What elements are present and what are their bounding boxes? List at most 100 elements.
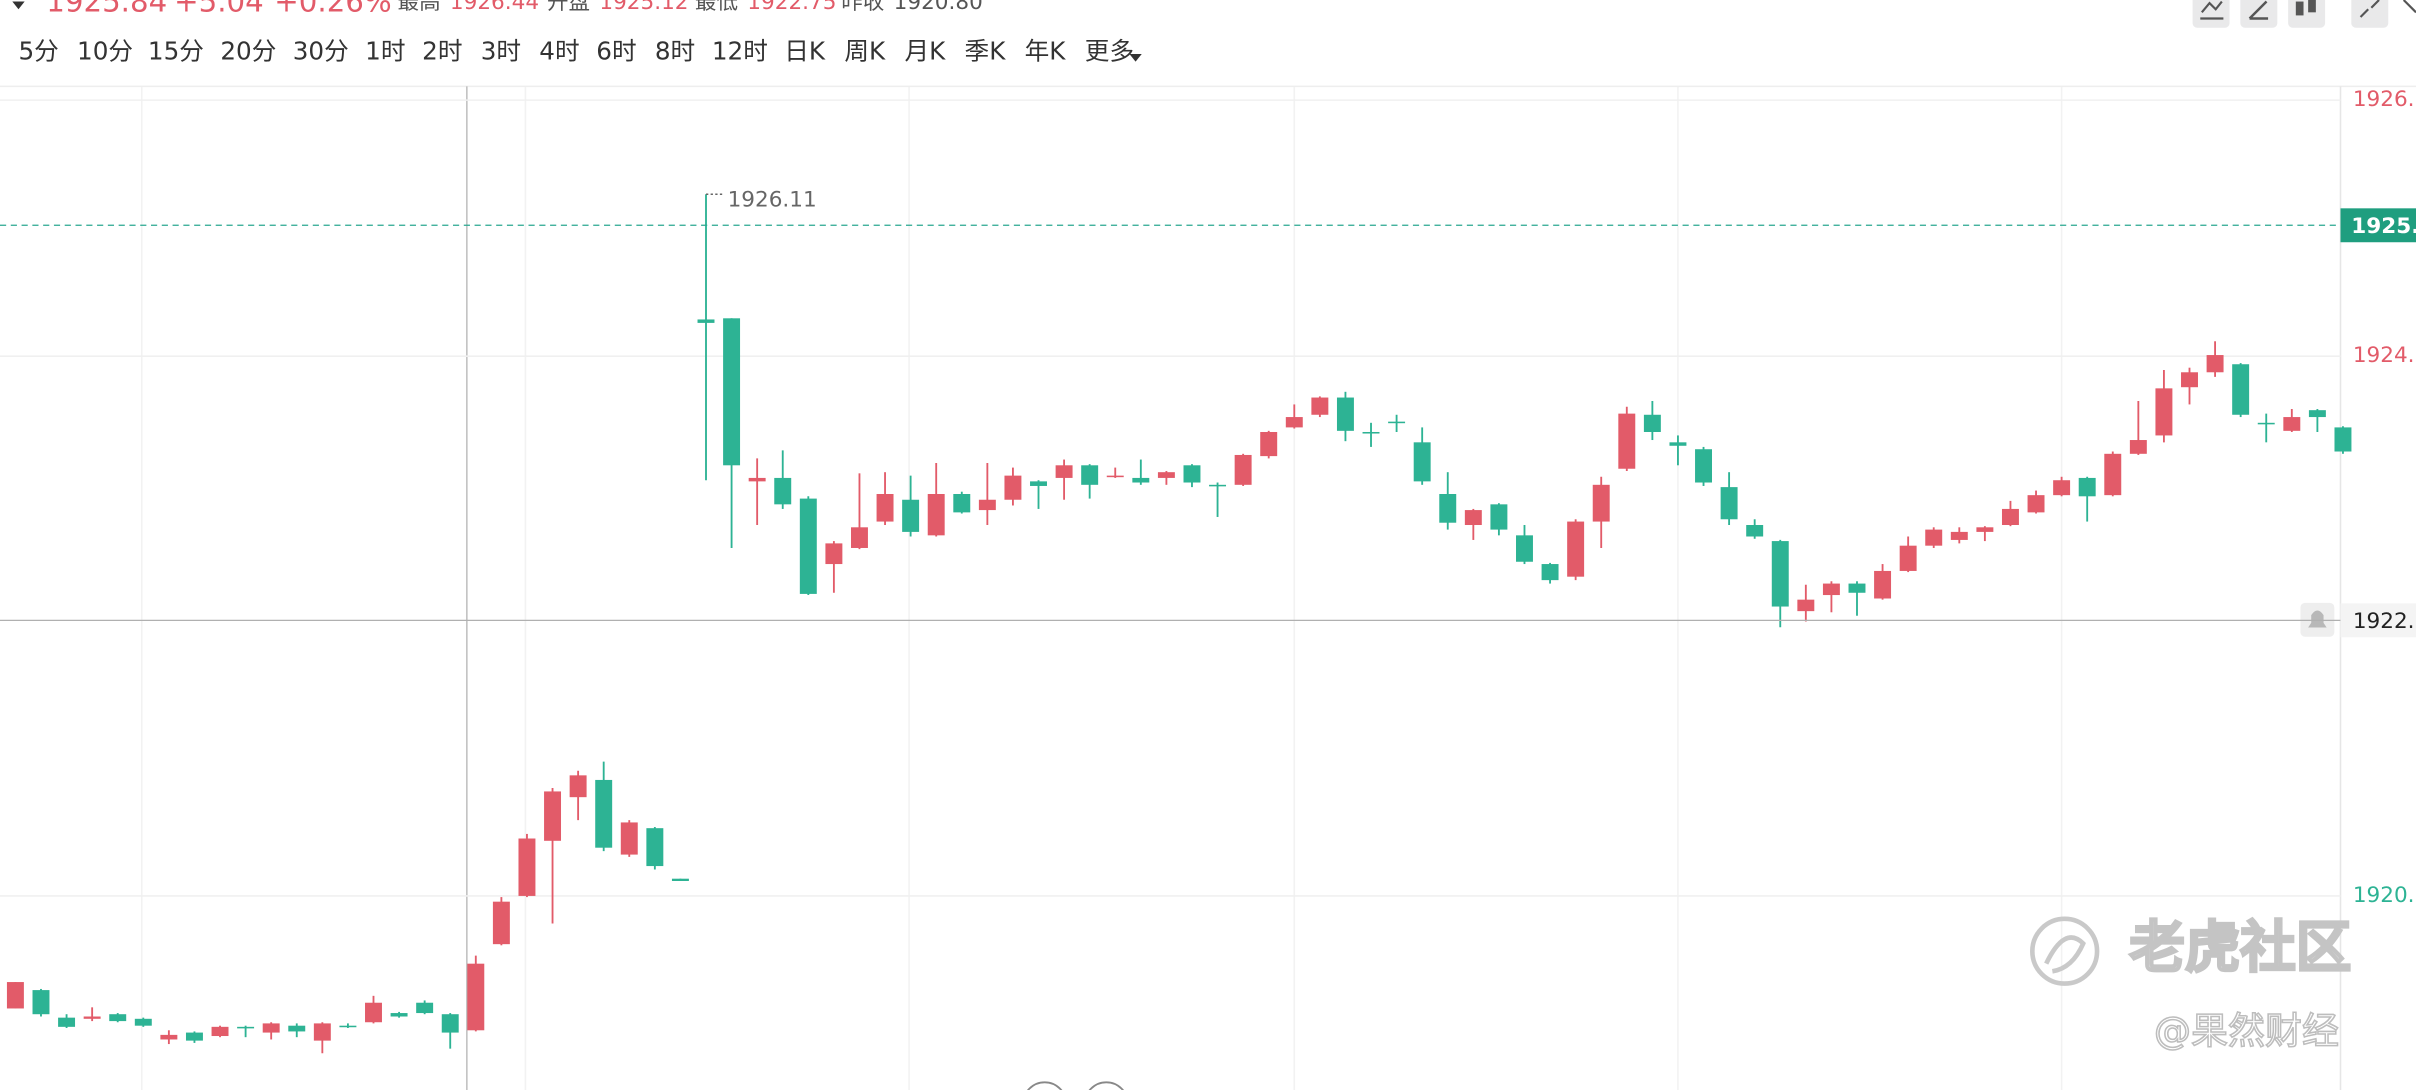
stat-label: 最高 [398, 0, 441, 15]
nav-button[interactable] [1023, 1081, 1066, 1090]
period-tab[interactable]: 周K [844, 36, 886, 65]
crosshair-tag [2340, 603, 2416, 638]
max-label: 1926.11 [728, 187, 817, 212]
candle-body [723, 318, 741, 466]
candle-body [799, 498, 817, 594]
candle-body [1746, 525, 1764, 537]
candle-body [58, 1017, 76, 1027]
candle-body [2104, 453, 2122, 496]
candle-body [2181, 372, 2198, 388]
period-tab[interactable]: 20分 [220, 36, 276, 65]
candle-body [1695, 449, 1713, 483]
period-tab[interactable]: 10分 [77, 36, 133, 65]
period-tab[interactable]: 8时 [655, 36, 695, 65]
period-tab[interactable]: 5分 [18, 36, 58, 65]
last-price-tag [2340, 208, 2416, 243]
candle-body [313, 1023, 331, 1041]
candle-body [1336, 397, 1354, 431]
icon-glyph [2295, 1, 2304, 16]
candle-body [1848, 583, 1866, 593]
stat-value: 1925.12 [599, 0, 688, 15]
candle-body [1157, 472, 1175, 478]
candle-body [1516, 535, 1533, 562]
candle-body [109, 1014, 127, 1022]
watermark-logo [2030, 916, 2100, 986]
candle-body [1771, 541, 1789, 607]
candle-body [902, 499, 920, 532]
candle-body [2232, 364, 2250, 415]
candle-body [1285, 417, 1303, 428]
candle-body [2053, 480, 2071, 496]
candle-body [927, 494, 945, 536]
icon-glyph [2248, 0, 2269, 20]
period-tab[interactable]: 4时 [539, 36, 579, 65]
dropdown-arrow[interactable] [12, 1, 25, 10]
icon-button[interactable] [2240, 0, 2278, 28]
candle-body [825, 543, 843, 565]
stat-value: 1926.44 [450, 0, 539, 15]
stat-label: 开盘 [547, 0, 590, 15]
candle-body [569, 775, 587, 798]
period-tab[interactable]: 15分 [148, 36, 204, 65]
period-tab[interactable]: 6时 [596, 36, 636, 65]
period-tab[interactable]: 30分 [293, 36, 349, 65]
candle-body [1183, 465, 1201, 483]
nav-button[interactable] [1085, 1081, 1128, 1090]
icon-glyph [2200, 0, 2224, 20]
candle-body [1490, 504, 1508, 530]
bell-glyph [2308, 610, 2327, 628]
period-tab[interactable]: 日K [784, 36, 826, 65]
candle-body [288, 1025, 306, 1032]
quote-change: +5.04 [174, 0, 264, 19]
candle-body [467, 963, 485, 1031]
logo-ring [2030, 916, 2100, 986]
candle-body [1464, 510, 1482, 526]
candle-body [1106, 475, 1124, 478]
quote-price: 1925.84 [46, 0, 167, 19]
candle-body [1439, 494, 1457, 523]
icon-button[interactable] [2288, 0, 2326, 28]
candle-body [697, 319, 715, 323]
candle-body [2129, 440, 2147, 454]
candle-body [646, 828, 664, 867]
candle-body [2078, 477, 2096, 497]
candle-body [1541, 564, 1559, 581]
period-tab[interactable]: 1时 [365, 36, 405, 65]
candle-body [2001, 508, 2019, 526]
period-tab[interactable]: 年K [1025, 36, 1067, 65]
candle-body [492, 901, 510, 945]
candle-body [1720, 487, 1738, 520]
candle-body [211, 1026, 229, 1037]
more-arrow[interactable] [1129, 53, 1142, 62]
candle-body [1388, 421, 1406, 424]
icon-glyph [2402, 0, 2416, 14]
period-tab[interactable]: 3时 [481, 36, 521, 65]
icon-button[interactable] [2192, 0, 2230, 28]
quote-change-pct: +0.26% [274, 0, 391, 19]
candle-body [365, 1002, 382, 1023]
stat-value: 1922.75 [747, 0, 836, 15]
candle-body [1899, 545, 1917, 571]
period-tab[interactable]: 2时 [422, 36, 462, 65]
candle-body [1618, 413, 1636, 469]
candle-body [1362, 431, 1380, 434]
period-tab[interactable]: 月K [904, 36, 946, 65]
candle-body [876, 494, 894, 522]
candle-body [2155, 388, 2173, 436]
candle-body [1055, 465, 1073, 478]
candle-body [1669, 442, 1687, 446]
candle-body [595, 779, 613, 848]
candle-body [620, 822, 638, 855]
candle-body [441, 1014, 459, 1033]
period-tab[interactable]: 12时 [712, 36, 768, 65]
candle-body [1567, 521, 1585, 577]
candle-body [1081, 465, 1099, 485]
candle-body [185, 1032, 203, 1041]
icon-button[interactable] [2351, 0, 2389, 28]
period-tab[interactable]: 季K [965, 36, 1007, 65]
logo-mark [2044, 935, 2086, 974]
period-tab[interactable]: 更多 [1085, 36, 1134, 65]
candle-body [1132, 477, 1150, 483]
candle-body [518, 838, 536, 896]
